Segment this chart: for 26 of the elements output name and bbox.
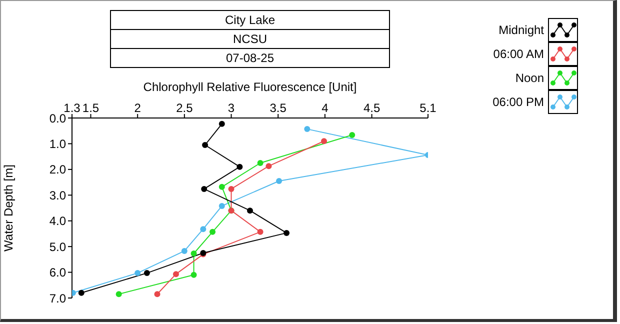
- x-tick-label: 1.5: [82, 101, 100, 115]
- chart-subtitle: NCSU: [110, 30, 390, 49]
- y-tick-label: 5.0: [49, 240, 66, 254]
- y-tick-label: 1.0: [49, 136, 66, 151]
- chart-title: City Lake: [110, 10, 390, 30]
- x-axis-title: Chlorophyll Relative Fluorescence [Unit]: [142, 80, 358, 94]
- x-tick-label: 5.1: [420, 101, 437, 115]
- legend-label: 06:00 PM: [492, 95, 545, 109]
- y-axis-title: Water Depth [m]: [1, 164, 16, 252]
- x-tick-label: 4: [322, 101, 329, 115]
- text: 07-08-25: [110, 49, 390, 68]
- y-tick-label: 3.0: [49, 188, 66, 202]
- x-tick-label: 3: [228, 101, 235, 115]
- y-tick-label: 2.0: [49, 162, 66, 177]
- x-tick-label: 2: [134, 101, 142, 115]
- legend-label: 06:00 AM: [492, 47, 545, 61]
- x-tick-label: 1.3: [64, 101, 81, 115]
- y-tick-label: 0.0: [49, 111, 66, 126]
- y-tick-label: 6.0: [49, 266, 66, 280]
- legend-label: Noon: [514, 71, 545, 85]
- legend-label: Midnight: [498, 23, 545, 37]
- x-tick-label: 2.5: [176, 101, 194, 115]
- y-tick-label: 4.0: [49, 214, 66, 228]
- x-tick-label: 4.5: [363, 101, 380, 115]
- y-tick-label: 7.0: [49, 291, 66, 306]
- x-tick-label: 3.5: [270, 101, 287, 115]
